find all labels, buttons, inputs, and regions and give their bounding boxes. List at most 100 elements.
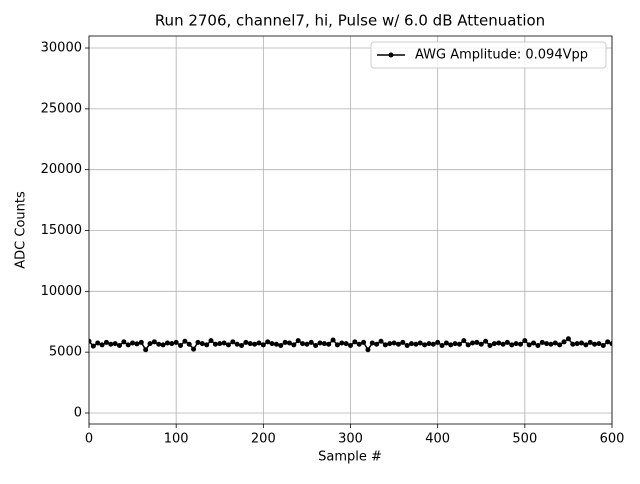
point bbox=[186, 341, 192, 347]
point bbox=[513, 341, 519, 347]
point bbox=[557, 342, 563, 348]
point bbox=[544, 341, 550, 347]
point bbox=[291, 342, 297, 348]
point bbox=[461, 338, 467, 344]
point bbox=[426, 341, 432, 347]
point bbox=[552, 340, 558, 346]
y-tick-label: 30000 bbox=[41, 41, 82, 56]
point bbox=[295, 338, 301, 344]
point bbox=[352, 339, 358, 345]
point bbox=[160, 342, 166, 348]
point bbox=[308, 339, 314, 345]
point bbox=[252, 341, 258, 347]
point bbox=[491, 341, 497, 347]
point bbox=[339, 340, 345, 346]
x-tick-label: 200 bbox=[251, 432, 276, 447]
point bbox=[374, 341, 380, 347]
point bbox=[448, 342, 454, 348]
point bbox=[130, 340, 136, 346]
point bbox=[334, 342, 340, 348]
point bbox=[265, 339, 271, 345]
point bbox=[273, 341, 279, 347]
point bbox=[230, 339, 236, 345]
plot bbox=[89, 336, 612, 353]
point bbox=[173, 339, 179, 345]
point bbox=[286, 340, 292, 346]
point bbox=[395, 341, 401, 347]
point bbox=[526, 342, 532, 348]
point bbox=[509, 342, 515, 348]
point bbox=[199, 341, 205, 347]
point bbox=[108, 341, 114, 347]
legend-marker bbox=[388, 52, 394, 58]
x-tick-label: 300 bbox=[338, 432, 363, 447]
point bbox=[321, 341, 327, 347]
point bbox=[574, 341, 580, 347]
y-tick-label: 15000 bbox=[41, 223, 82, 238]
point bbox=[125, 342, 131, 348]
y-tick-label: 5000 bbox=[49, 345, 82, 360]
point bbox=[330, 337, 336, 343]
point bbox=[587, 339, 593, 345]
point bbox=[382, 342, 388, 348]
point bbox=[561, 339, 567, 345]
point bbox=[583, 342, 589, 348]
point bbox=[217, 341, 223, 347]
point bbox=[212, 341, 218, 347]
point bbox=[387, 341, 393, 347]
point bbox=[365, 347, 371, 353]
point bbox=[483, 338, 489, 344]
point bbox=[496, 340, 502, 346]
point bbox=[422, 342, 428, 348]
point bbox=[517, 341, 523, 347]
point bbox=[435, 339, 441, 345]
point bbox=[404, 342, 410, 348]
legend-box bbox=[370, 41, 607, 69]
y-tick-label: 0 bbox=[74, 405, 82, 420]
point bbox=[470, 340, 476, 346]
point bbox=[134, 341, 140, 347]
point bbox=[531, 340, 537, 346]
point bbox=[178, 342, 184, 348]
point bbox=[204, 342, 210, 348]
point bbox=[89, 338, 92, 344]
point bbox=[539, 339, 545, 345]
point bbox=[138, 339, 144, 345]
point bbox=[605, 339, 611, 345]
point bbox=[278, 342, 284, 348]
point bbox=[195, 339, 201, 345]
point bbox=[234, 341, 240, 347]
point bbox=[474, 339, 480, 345]
point bbox=[413, 341, 419, 347]
point bbox=[417, 340, 423, 346]
point bbox=[256, 340, 262, 346]
point bbox=[609, 341, 612, 347]
point bbox=[592, 341, 598, 347]
point bbox=[500, 341, 506, 347]
point bbox=[369, 340, 375, 346]
point bbox=[304, 341, 310, 347]
point bbox=[452, 341, 458, 347]
point bbox=[99, 342, 105, 348]
point bbox=[356, 341, 362, 347]
point bbox=[112, 341, 118, 347]
x-tick-label: 400 bbox=[425, 432, 450, 447]
point bbox=[578, 340, 584, 346]
point bbox=[548, 341, 554, 347]
point bbox=[247, 341, 253, 347]
point bbox=[600, 342, 606, 348]
point bbox=[260, 342, 266, 348]
x-tick-label: 600 bbox=[600, 432, 625, 447]
point bbox=[300, 341, 306, 347]
point bbox=[326, 341, 332, 347]
point bbox=[191, 346, 197, 352]
point bbox=[221, 340, 227, 346]
point bbox=[504, 339, 510, 345]
point bbox=[243, 339, 249, 345]
point bbox=[535, 342, 541, 348]
point bbox=[378, 338, 384, 344]
point bbox=[117, 342, 123, 348]
point bbox=[269, 341, 275, 347]
point bbox=[90, 343, 96, 349]
